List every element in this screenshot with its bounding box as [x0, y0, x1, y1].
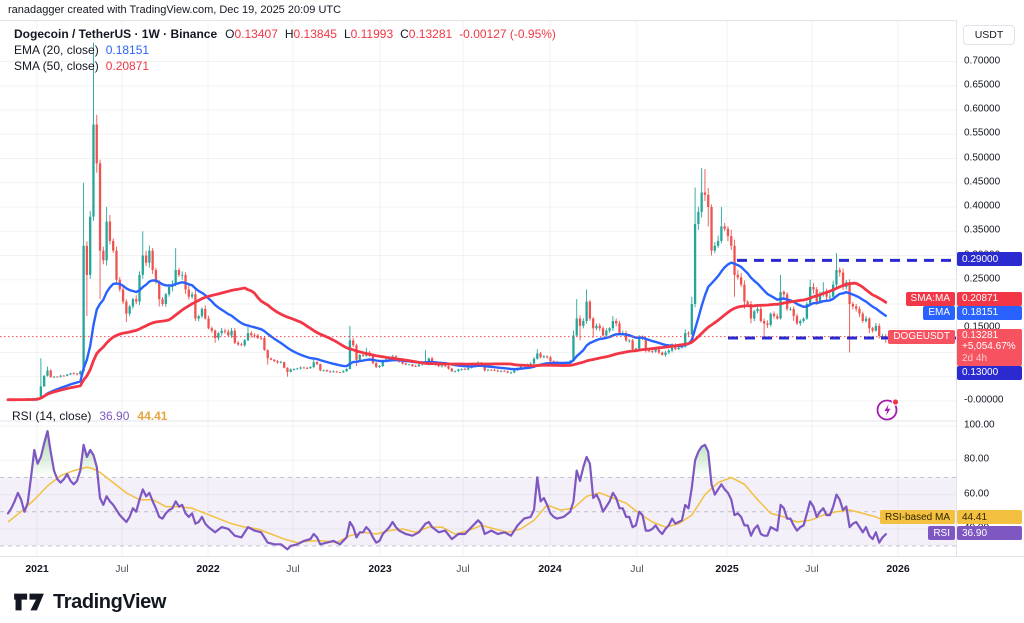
open-label: O	[225, 27, 235, 41]
tradingview-logo-icon	[14, 593, 44, 611]
symbol-last-price: 0.13281	[962, 329, 999, 341]
time-tick-label: Jul	[456, 563, 470, 575]
rsi-tick-label: 60.00	[964, 488, 990, 500]
chart-legend: Dogecoin / TetherUS · 1W · Binance O0.134…	[14, 26, 556, 74]
sma-legend-row[interactable]: SMA (50, close) 0.20871	[14, 58, 556, 74]
ema-price-badge: EMA 0.18151	[0, 305, 1022, 320]
rsi-ma-badge: RSI-based MA 44.41	[0, 510, 1022, 525]
high-label: H	[284, 27, 294, 41]
sma-value: 0.20871	[105, 59, 150, 73]
price-tick-label: 0.65000	[964, 79, 1001, 91]
lightning-circle-icon	[876, 398, 900, 421]
level-price-badge-029: 0.29000	[0, 252, 1022, 267]
high-value: 0.13845	[293, 27, 337, 41]
notification-dot	[891, 398, 900, 406]
price-tick-label: 0.50000	[964, 152, 1001, 163]
flash-boost-button[interactable]	[874, 395, 902, 423]
time-tick-label: 2022	[196, 563, 220, 575]
attribution-text: ranadagger created with TradingView.com,…	[8, 4, 342, 16]
low-label: L	[343, 27, 351, 41]
time-tick-label: 2025	[715, 563, 739, 575]
sma-price-badge: SMA:MA 0.20871	[0, 291, 1022, 306]
price-tick-label: 0.60000	[964, 103, 1001, 115]
price-tick-label: 0.70000	[964, 55, 1001, 66]
rsi-badge: RSI 36.90	[0, 526, 1022, 541]
symbol-change-percent: +5,054.67%	[962, 341, 1016, 353]
symbol-title: Dogecoin / TetherUS · 1W · Binance	[14, 27, 218, 41]
time-tick-label: 2023	[368, 563, 392, 575]
time-tick-label: Jul	[286, 563, 300, 575]
level-price-badge-013: 0.13000	[0, 365, 1022, 380]
rsi-current-value: 36.90	[99, 409, 130, 423]
ema-value: 0.18151	[105, 43, 150, 57]
rsi-overbought-fill	[8, 431, 886, 478]
tradingview-logo[interactable]: TradingView	[12, 589, 166, 615]
price-tick-label: 0.35000	[964, 224, 1001, 236]
rsi-label: RSI (14, close)	[12, 409, 92, 423]
tradingview-logo-text: TradingView	[53, 590, 167, 613]
rsi-tick-label: 100.00	[964, 419, 995, 431]
time-tick-label: Jul	[805, 563, 819, 575]
open-value: 0.13407	[234, 27, 278, 41]
price-chart-canvas[interactable]	[0, 21, 956, 557]
symbol-price-badge: DOGEUSDT 0.13281 +5,054.67% 2d 4h	[0, 328, 1022, 367]
price-tick-label: 0.45000	[964, 176, 1001, 188]
symbol-legend-row[interactable]: Dogecoin / TetherUS · 1W · Binance O0.134…	[14, 26, 556, 42]
time-axis[interactable]: 2021 Jul 2022 Jul 2023 Jul 2024 Jul 2025 Jul 2026	[0, 556, 1024, 584]
change-value: -0.00127 (-0.95%)	[459, 27, 556, 41]
rsi-ma-line	[7, 466, 887, 544]
rsi-band	[0, 476, 956, 547]
currency-toggle-button[interactable]: USDT	[963, 25, 1015, 45]
time-tick-label: 2026	[886, 563, 910, 575]
time-tick-label: Jul	[115, 563, 129, 575]
ema-label: EMA (20, close)	[14, 43, 99, 57]
close-value: 0.13281	[408, 27, 453, 41]
candles	[6, 42, 887, 401]
close-label: C	[400, 27, 409, 41]
time-tick-label: 2024	[538, 563, 562, 575]
rsi-legend-row[interactable]: RSI (14, close) 36.90 44.41	[12, 409, 167, 423]
ema-legend-row[interactable]: EMA (20, close) 0.18151	[14, 42, 556, 58]
bar-countdown: 2d 4h	[962, 352, 988, 364]
price-axis[interactable]: USDT 0.70000 0.65000 0.60000 0.55000 0.50000…	[956, 20, 1024, 556]
price-tick-label: -0.00000	[964, 394, 1004, 406]
rsi-line	[6, 430, 887, 551]
footer-bar: TradingView	[0, 582, 1024, 623]
price-tick-label: 0.25000	[964, 273, 1001, 285]
time-tick-label: Jul	[630, 563, 644, 575]
price-tick-label: 0.55000	[964, 127, 1001, 139]
rsi-tick-label: 80.00	[964, 453, 990, 465]
gridlines	[0, 21, 956, 557]
sma-line	[6, 281, 888, 402]
price-tick-label: 0.40000	[964, 200, 1001, 212]
price-tick-label: 0.15000	[964, 321, 1001, 333]
chart-area[interactable]: Dogecoin / TetherUS · 1W · Binance O0.134…	[0, 20, 956, 557]
sma-label: SMA (50, close)	[14, 59, 99, 73]
time-tick-label: 2021	[25, 563, 49, 575]
low-value: 0.11993	[350, 27, 394, 41]
rsi-ma-current-value: 44.41	[137, 409, 168, 423]
